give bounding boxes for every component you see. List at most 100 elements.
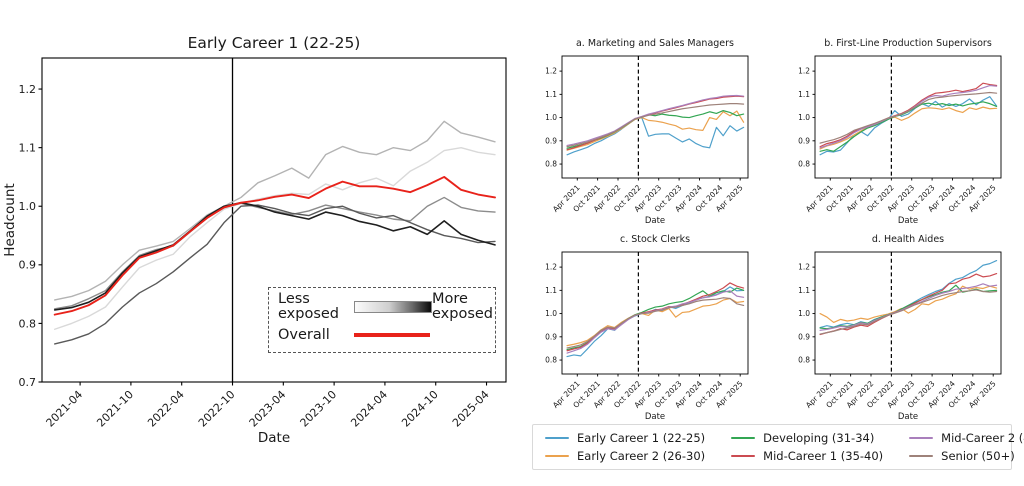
svg-text:1.1: 1.1 [19, 141, 37, 154]
panel-c-axes [561, 251, 749, 375]
series-mid-career-1-35-40- [819, 273, 998, 336]
left-ylabel: Headcount [2, 183, 18, 256]
svg-text:0.8: 0.8 [545, 160, 557, 169]
series-exposure-quintile-5-most [53, 201, 496, 311]
left-x-axis: 2021-04 2021-10 2022-04 2022-10 2023-04 2023-… [44, 382, 492, 430]
developing-line-swatch [731, 436, 756, 440]
first-line-production-supervisors-chart: b. First-Line Production Supervisors0.80… [798, 38, 1002, 226]
panel-b-axes [814, 55, 1002, 179]
left-series [53, 120, 496, 345]
legend-item-mid-career-2: Mid-Career 2 (41-49) [909, 431, 1024, 445]
legend-label: Mid-Career 1 (35-40) [763, 449, 884, 463]
svg-text:1.1: 1.1 [545, 286, 557, 295]
panel-marketing-sales-managers: a. Marketing and Sales Managers 0.8 0.9 1.0… [518, 30, 771, 228]
series-developing-31-34- [819, 101, 998, 152]
svg-text:1.1: 1.1 [798, 90, 810, 99]
svg-text:1.1: 1.1 [545, 90, 557, 99]
series-early-career-1-22-25- [819, 259, 998, 329]
svg-text:2024-10: 2024-10 [399, 388, 441, 430]
legend-label: Early Career 1 (22-25) [577, 431, 706, 445]
panel-d-title: d. Health Aides [872, 234, 944, 245]
svg-text:1.0: 1.0 [545, 309, 557, 318]
panel-d-series [819, 259, 998, 336]
svg-text:1.2: 1.2 [798, 67, 810, 76]
series-early-career-2-26-30- [566, 110, 745, 151]
svg-text:2024-04: 2024-04 [348, 388, 390, 430]
panel-early-career-1: Early Career 1 (22-25) 0.7 0.8 0.9 1.0 1.1 1.2… [2, 34, 507, 446]
panel-stock-clerks: c. Stock Clerks 0.8 0.9 1.0 1.1 1.2 Apr 2021 Oc… [518, 226, 771, 424]
panel-c-title: c. Stock Clerks [620, 234, 690, 245]
panel-d-axes [814, 251, 1002, 375]
series-overall [53, 175, 496, 316]
series-early-career-1-22-25- [566, 286, 745, 358]
svg-text:1.1: 1.1 [798, 286, 810, 295]
early-career-2-line-swatch [545, 454, 569, 458]
panel-c-series [566, 282, 745, 358]
svg-text:2025-04: 2025-04 [450, 388, 492, 430]
svg-text:0.9: 0.9 [545, 136, 557, 145]
svg-text:1.2: 1.2 [545, 67, 557, 76]
mid-career-2-line-swatch [909, 436, 934, 440]
left-xlabel: Date [258, 430, 290, 446]
svg-text:1.0: 1.0 [19, 200, 37, 213]
svg-text:0.8: 0.8 [798, 356, 810, 365]
legend-label: Senior (50+) [941, 449, 1015, 463]
panel-c-xlabel: Date [645, 412, 665, 422]
series-early-career-2-26-30- [819, 285, 998, 324]
panel-a-series [566, 94, 745, 156]
panel-b-series [819, 82, 998, 156]
series-senior-50- [566, 103, 745, 148]
svg-text:2022-10: 2022-10 [196, 388, 238, 430]
svg-text:0.9: 0.9 [798, 332, 810, 341]
series-exposure-quintile-4 [54, 204, 496, 345]
svg-text:0.9: 0.9 [798, 136, 810, 145]
panel-b-y-axis: 0.8 0.9 1.0 1.1 1.2 [798, 67, 815, 169]
exposure-legend: Less exposed More exposed Overall [268, 287, 496, 353]
svg-text:0.9: 0.9 [19, 259, 37, 272]
svg-text:1.0: 1.0 [798, 113, 810, 122]
exposure-gradient-swatch [354, 301, 432, 314]
legend-label: Developing (31-34) [763, 431, 875, 445]
occupation-panels: a. Marketing and Sales Managers 0.8 0.9 1.0… [518, 0, 1024, 486]
left-y-axis: 0.7 0.8 0.9 1.0 1.1 1.2 [19, 83, 42, 389]
panel-c-y-axis: 0.8 0.9 1.0 1.1 1.2 [545, 263, 562, 365]
series-exposure-quintile-2 [54, 120, 496, 301]
legend-item-mid-career-1: Mid-Career 1 (35-40) [731, 449, 883, 463]
panel-first-line-production-supervisors: b. First-Line Production Supervisors 0.8 0… [771, 30, 1024, 228]
svg-text:0.7: 0.7 [19, 376, 37, 389]
series-mid-career-2-41-49- [819, 283, 998, 331]
series-exposure-quintile-3 [54, 196, 496, 310]
early-career-1-line-swatch [545, 436, 569, 440]
svg-text:2021-04: 2021-04 [44, 388, 86, 430]
overall-label: Overall [278, 326, 330, 343]
series-early-career-1-22-25- [819, 96, 998, 156]
legend-item-senior: Senior (50+) [909, 449, 1024, 463]
svg-text:1.2: 1.2 [545, 263, 557, 272]
svg-text:2021-10: 2021-10 [94, 388, 136, 430]
age-group-legend: Early Career 1 (22-25) Early Career 2 (2… [532, 424, 1024, 470]
svg-text:2023-10: 2023-10 [298, 388, 340, 430]
left-axes [41, 57, 507, 383]
mid-career-1-line-swatch [731, 454, 756, 458]
marketing-sales-managers-chart: a. Marketing and Sales Managers 0.8 0.9 1.0… [545, 38, 749, 226]
svg-text:1.0: 1.0 [545, 113, 557, 122]
legend-label: Mid-Career 2 (41-49) [941, 431, 1024, 445]
more-exposed-label: More exposed [432, 291, 494, 323]
series-exposure-quintile-1-least [54, 146, 496, 330]
series-mid-career-2-41-49- [566, 94, 745, 147]
stock-clerks-chart: c. Stock Clerks 0.8 0.9 1.0 1.1 1.2 Apr 2021Oc… [545, 234, 749, 422]
legend-item-early-career-2: Early Career 2 (26-30) [545, 449, 705, 463]
svg-text:1.2: 1.2 [19, 83, 37, 96]
svg-text:2023-04: 2023-04 [247, 388, 289, 430]
series-senior-50- [819, 289, 998, 335]
legend-label: Early Career 2 (26-30) [577, 449, 706, 463]
panel-b-xlabel: Date [898, 216, 918, 226]
overall-line-swatch [354, 333, 430, 337]
svg-text:1.2: 1.2 [798, 263, 810, 272]
series-mid-career-2-41-49- [566, 290, 745, 354]
